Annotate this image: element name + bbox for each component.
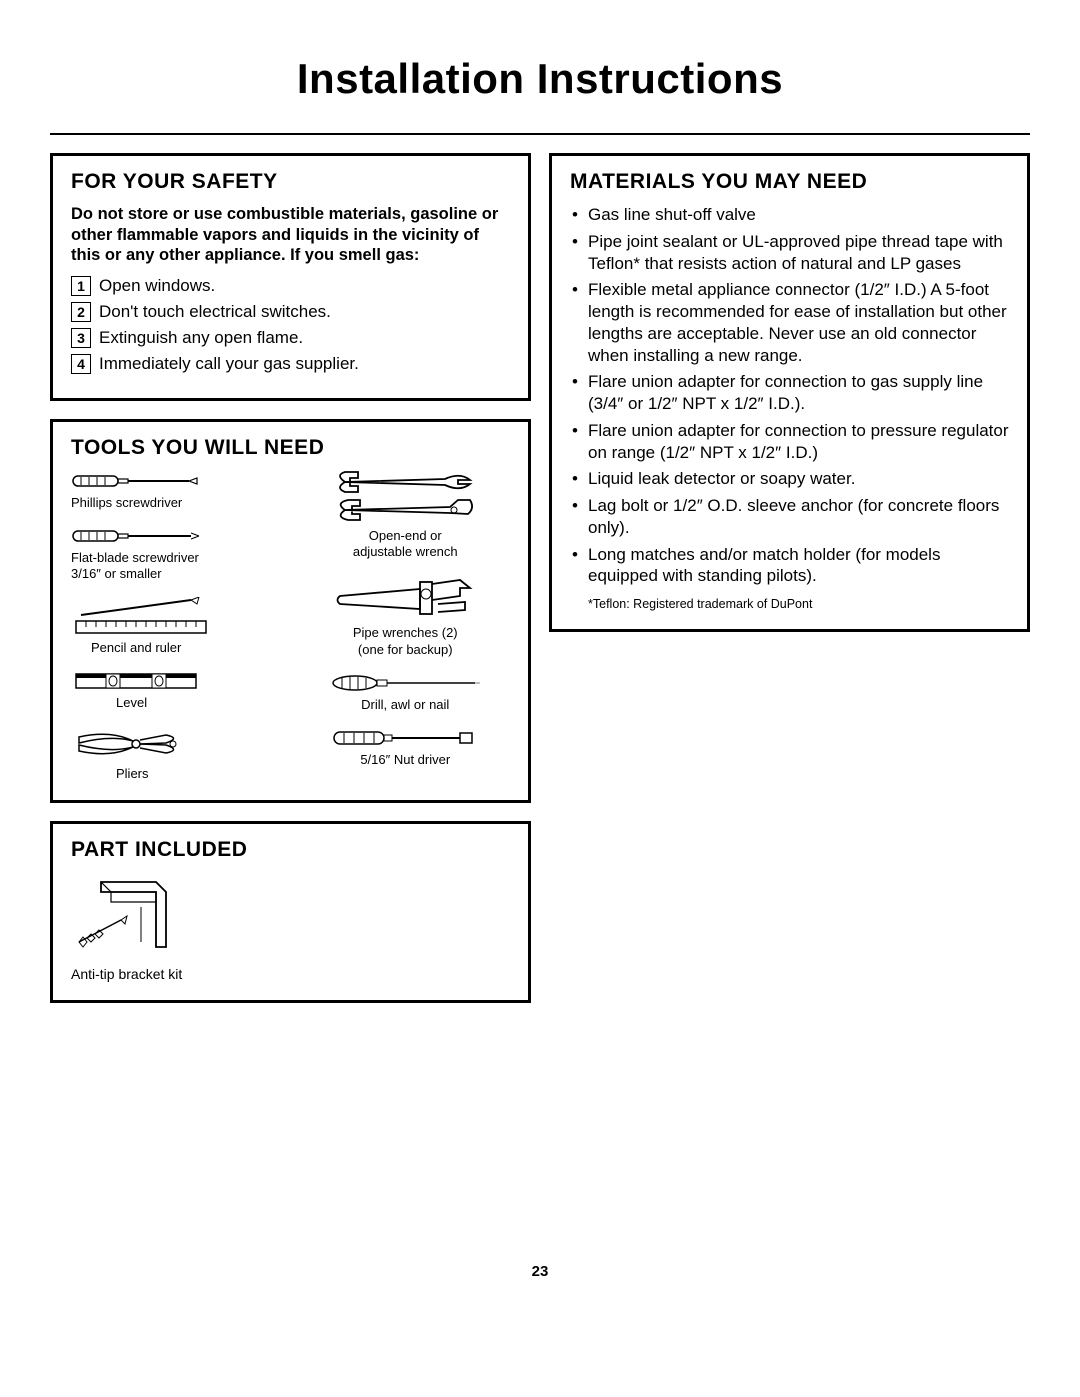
materials-item: Gas line shut-off valve [570, 204, 1009, 226]
materials-item: Flare union adapter for connection to ga… [570, 371, 1009, 415]
materials-item: Liquid leak detector or soapy water. [570, 468, 1009, 490]
left-column: FOR YOUR SAFETY Do not store or use comb… [50, 153, 531, 1003]
flat-screwdriver-icon [71, 525, 201, 547]
materials-item: Lag bolt or 1/2″ O.D. sleeve anchor (for… [570, 495, 1009, 539]
step-text: Extinguish any open flame. [99, 328, 303, 348]
safety-box: FOR YOUR SAFETY Do not store or use comb… [50, 153, 531, 401]
right-column: MATERIALS YOU MAY NEED Gas line shut-off… [549, 153, 1030, 632]
step-number: 2 [71, 302, 91, 322]
materials-heading: MATERIALS YOU MAY NEED [570, 170, 1009, 194]
safety-step: 4 Immediately call your gas supplier. [71, 354, 510, 374]
nut-driver-icon [330, 727, 480, 749]
tools-left-col: Phillips screwdriver Flat-blade screwdri… [71, 470, 281, 783]
tool-label: Level [71, 695, 281, 711]
pliers-icon [71, 725, 211, 763]
part-label: Anti-tip bracket kit [71, 966, 182, 982]
materials-list: Gas line shut-off valve Pipe joint seala… [570, 204, 1009, 587]
phillips-screwdriver-icon [71, 470, 201, 492]
tool-level: Level [71, 670, 281, 711]
wrench-icon [330, 470, 480, 525]
materials-item: Flexible metal appliance connector (1/2″… [570, 279, 1009, 366]
pipe-wrench-icon [330, 574, 480, 622]
tool-pipe-wrench: Pipe wrenches (2) (one for backup) [301, 574, 511, 658]
part-item: Anti-tip bracket kit [71, 872, 510, 982]
tool-pliers: Pliers [71, 725, 281, 782]
drill-awl-icon [330, 672, 480, 694]
page-title: Installation Instructions [50, 55, 1030, 103]
columns: FOR YOUR SAFETY Do not store or use comb… [50, 153, 1030, 1003]
tool-phillips: Phillips screwdriver [71, 470, 281, 511]
step-number: 4 [71, 354, 91, 374]
safety-step: 3 Extinguish any open flame. [71, 328, 510, 348]
title-divider [50, 133, 1030, 135]
tool-label: Pencil and ruler [71, 640, 281, 656]
materials-footnote: *Teflon: Registered trademark of DuPont [588, 597, 1009, 611]
tool-label: Pliers [71, 766, 281, 782]
anti-tip-bracket-icon [71, 872, 181, 962]
tool-wrench: Open-end or adjustable wrench [301, 470, 511, 561]
tools-heading: TOOLS YOU WILL NEED [71, 436, 510, 460]
tool-label: Phillips screwdriver [71, 495, 281, 511]
safety-heading: FOR YOUR SAFETY [71, 170, 510, 194]
step-text: Don't touch electrical switches. [99, 302, 331, 322]
safety-warning: Do not store or use combustible material… [71, 204, 510, 266]
part-heading: PART INCLUDED [71, 838, 510, 862]
safety-step: 1 Open windows. [71, 276, 510, 296]
safety-steps: 1 Open windows. 2 Don't touch electrical s… [71, 276, 510, 374]
tools-right-col: Open-end or adjustable wrench Pipe wrenc… [301, 470, 511, 783]
part-box: PART INCLUDED Anti-tip bracket kit [50, 821, 531, 1003]
tool-drill: Drill, awl or nail [301, 672, 511, 713]
tool-label: Open-end or adjustable wrench [301, 528, 511, 561]
tool-nut-driver: 5/16″ Nut driver [301, 727, 511, 768]
step-text: Immediately call your gas supplier. [99, 354, 359, 374]
level-icon [71, 670, 201, 692]
tools-grid: Phillips screwdriver Flat-blade screwdri… [71, 470, 510, 783]
materials-box: MATERIALS YOU MAY NEED Gas line shut-off… [549, 153, 1030, 632]
materials-item: Flare union adapter for connection to pr… [570, 420, 1009, 464]
tool-label: Flat-blade screwdriver 3/16″ or smaller [71, 550, 281, 583]
tool-flatblade: Flat-blade screwdriver 3/16″ or smaller [71, 525, 281, 583]
step-text: Open windows. [99, 276, 215, 296]
tool-pencil-ruler: Pencil and ruler [71, 597, 281, 656]
tools-box: TOOLS YOU WILL NEED Phillips screwdriver [50, 419, 531, 804]
tool-label: Drill, awl or nail [301, 697, 511, 713]
tool-label: Pipe wrenches (2) (one for backup) [301, 625, 511, 658]
tool-label: 5/16″ Nut driver [301, 752, 511, 768]
safety-step: 2 Don't touch electrical switches. [71, 302, 510, 322]
materials-item: Long matches and/or match holder (for mo… [570, 544, 1009, 588]
step-number: 1 [71, 276, 91, 296]
pencil-ruler-icon [71, 597, 211, 637]
page-number: 23 [50, 1263, 1030, 1280]
materials-item: Pipe joint sealant or UL-approved pipe t… [570, 231, 1009, 275]
step-number: 3 [71, 328, 91, 348]
